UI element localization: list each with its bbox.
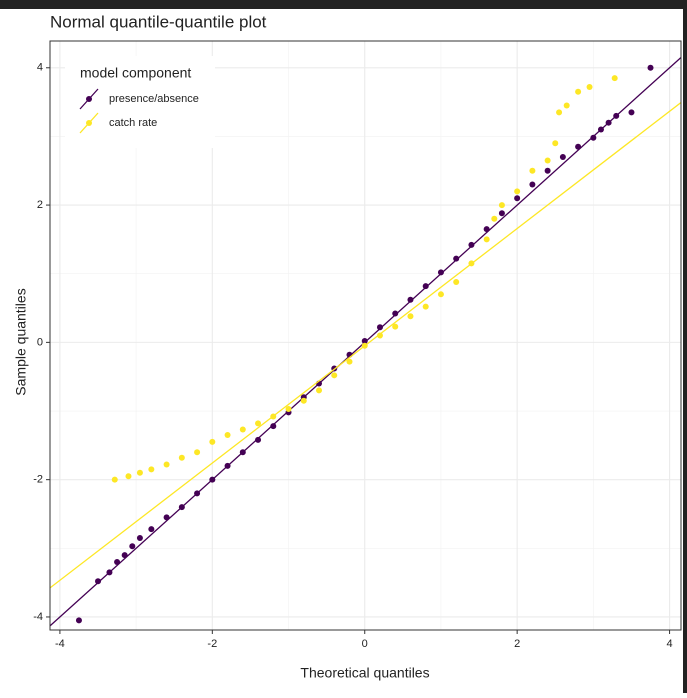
- legend-label: presence/absence: [109, 93, 199, 105]
- point: [209, 438, 216, 445]
- legend-title: model component: [80, 65, 191, 81]
- point: [559, 154, 566, 161]
- legend-box: [65, 56, 215, 148]
- point: [75, 617, 82, 624]
- point: [453, 255, 460, 262]
- point: [468, 241, 475, 248]
- point: [437, 291, 444, 298]
- y-tick-label: 4: [37, 62, 43, 74]
- point: [300, 397, 307, 404]
- y-tick-label: 2: [37, 199, 43, 211]
- point: [392, 323, 399, 330]
- point: [628, 109, 635, 116]
- point: [95, 578, 102, 585]
- point: [178, 454, 185, 461]
- plot-area: [50, 56, 681, 627]
- point: [544, 167, 551, 174]
- point: [136, 535, 143, 542]
- legend-label: catch rate: [109, 117, 157, 129]
- point: [575, 88, 582, 95]
- point: [129, 543, 136, 550]
- legend-point: [86, 120, 92, 126]
- point: [437, 269, 444, 276]
- point: [136, 469, 143, 476]
- point: [376, 332, 383, 339]
- point: [111, 476, 118, 483]
- x-tick-label: 2: [514, 638, 520, 650]
- point: [483, 236, 490, 243]
- window-frame: [683, 0, 687, 693]
- window-frame: [0, 0, 687, 9]
- point: [498, 202, 505, 209]
- x-tick-label: -4: [55, 638, 65, 650]
- point: [376, 324, 383, 331]
- legend-point: [86, 96, 92, 102]
- point: [361, 337, 368, 344]
- point: [285, 405, 292, 412]
- point: [422, 303, 429, 310]
- point: [407, 296, 414, 303]
- point: [316, 387, 323, 394]
- point: [563, 102, 570, 109]
- y-axis-label: Sample quantiles: [13, 288, 29, 395]
- reference-line: [50, 101, 681, 589]
- point: [514, 188, 521, 195]
- y-tick-label: -2: [33, 474, 43, 486]
- y-tick-label: -4: [33, 611, 43, 623]
- point: [552, 140, 559, 147]
- x-tick-label: -2: [207, 638, 217, 650]
- point: [590, 134, 597, 141]
- x-tick-label: 4: [667, 638, 673, 650]
- reference-line: [50, 56, 681, 627]
- point: [453, 278, 460, 285]
- point: [392, 310, 399, 317]
- point: [148, 466, 155, 473]
- point: [647, 64, 654, 71]
- point: [529, 181, 536, 188]
- point: [239, 426, 246, 433]
- chart-title: Normal quantile-quantile plot: [50, 12, 267, 31]
- y-tick-label: 0: [37, 336, 43, 348]
- point: [544, 157, 551, 164]
- point: [556, 109, 563, 116]
- point: [491, 215, 498, 222]
- point: [514, 195, 521, 202]
- point: [346, 358, 353, 365]
- point: [586, 83, 593, 90]
- panel-border: [49, 40, 682, 631]
- point: [270, 423, 277, 430]
- point: [194, 449, 201, 456]
- point: [611, 75, 618, 82]
- point: [224, 432, 231, 439]
- point: [148, 526, 155, 533]
- point: [407, 313, 414, 320]
- point: [422, 283, 429, 290]
- x-tick-label: 0: [362, 638, 368, 650]
- x-axis-label: Theoretical quantiles: [300, 665, 429, 681]
- point: [255, 436, 262, 443]
- point: [125, 473, 132, 480]
- point: [255, 420, 262, 427]
- point: [331, 372, 338, 379]
- point: [529, 167, 536, 174]
- point: [498, 210, 505, 217]
- point: [163, 461, 170, 468]
